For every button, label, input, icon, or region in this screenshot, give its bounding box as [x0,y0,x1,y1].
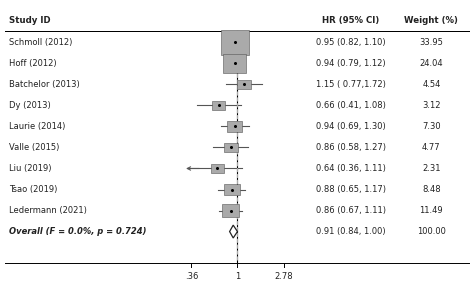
Text: 7.30: 7.30 [422,122,441,131]
Text: Liu (2019): Liu (2019) [9,164,52,173]
Text: 4.54: 4.54 [422,80,440,89]
Text: .36: .36 [185,272,198,281]
Text: Batchelor (2013): Batchelor (2013) [9,80,80,89]
Text: 1.15 ( 0.77,1.72): 1.15 ( 0.77,1.72) [316,80,386,89]
Polygon shape [237,80,251,89]
Polygon shape [227,121,242,132]
Text: Valle (2015): Valle (2015) [9,143,60,152]
Text: 0.95 (0.82, 1.10): 0.95 (0.82, 1.10) [316,38,385,47]
Text: Schmoll (2012): Schmoll (2012) [9,38,73,47]
Text: Hoff (2012): Hoff (2012) [9,59,57,68]
Text: 0.94 (0.69, 1.30): 0.94 (0.69, 1.30) [316,122,386,131]
Text: 0.64 (0.36, 1.11): 0.64 (0.36, 1.11) [316,164,386,173]
Text: Dy (2013): Dy (2013) [9,101,51,110]
Text: 0.86 (0.58, 1.27): 0.86 (0.58, 1.27) [316,143,386,152]
Text: Laurie (2014): Laurie (2014) [9,122,66,131]
Text: 4.77: 4.77 [422,143,441,152]
Polygon shape [224,143,237,152]
Text: Study ID: Study ID [9,16,51,25]
Polygon shape [229,225,237,238]
Text: 0.88 (0.65, 1.17): 0.88 (0.65, 1.17) [316,185,386,194]
Text: 33.95: 33.95 [419,38,443,47]
Polygon shape [211,164,224,173]
Text: HR (95% CI): HR (95% CI) [322,16,379,25]
Polygon shape [224,184,239,195]
Text: 24.04: 24.04 [419,59,443,68]
Text: Overall (F = 0.0%, p = 0.724): Overall (F = 0.0%, p = 0.724) [9,227,147,236]
Text: 3.12: 3.12 [422,101,441,110]
Text: 0.66 (0.41, 1.08): 0.66 (0.41, 1.08) [316,101,386,110]
Polygon shape [223,54,246,73]
Text: Tsao (2019): Tsao (2019) [9,185,58,194]
Polygon shape [221,30,249,55]
Text: 2.31: 2.31 [422,164,441,173]
Text: 0.86 (0.67, 1.11): 0.86 (0.67, 1.11) [316,206,386,215]
Text: 2.78: 2.78 [274,272,293,281]
Text: 11.49: 11.49 [419,206,443,215]
Polygon shape [212,101,225,110]
Polygon shape [222,204,239,217]
Text: 100.00: 100.00 [417,227,446,236]
Text: 8.48: 8.48 [422,185,441,194]
Text: 0.91 (0.84, 1.00): 0.91 (0.84, 1.00) [316,227,385,236]
Text: 1: 1 [235,272,240,281]
Text: Ledermann (2021): Ledermann (2021) [9,206,87,215]
Text: 0.94 (0.79, 1.12): 0.94 (0.79, 1.12) [316,59,385,68]
Text: Weight (%): Weight (%) [404,16,458,25]
